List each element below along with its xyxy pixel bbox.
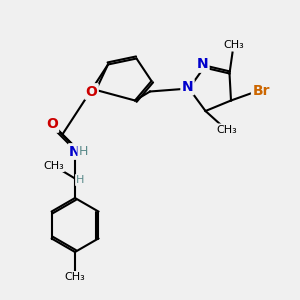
Text: H: H xyxy=(79,145,88,158)
Text: H: H xyxy=(76,175,85,185)
Text: CH₃: CH₃ xyxy=(224,40,244,50)
Text: O: O xyxy=(46,118,58,131)
Text: Br: Br xyxy=(252,84,270,98)
Text: CH₃: CH₃ xyxy=(217,124,238,135)
Text: O: O xyxy=(85,85,98,98)
Text: N: N xyxy=(197,58,208,71)
Text: CH₃: CH₃ xyxy=(64,272,86,283)
Text: N: N xyxy=(69,145,81,158)
Text: CH₃: CH₃ xyxy=(43,161,64,171)
Text: N: N xyxy=(182,80,193,94)
